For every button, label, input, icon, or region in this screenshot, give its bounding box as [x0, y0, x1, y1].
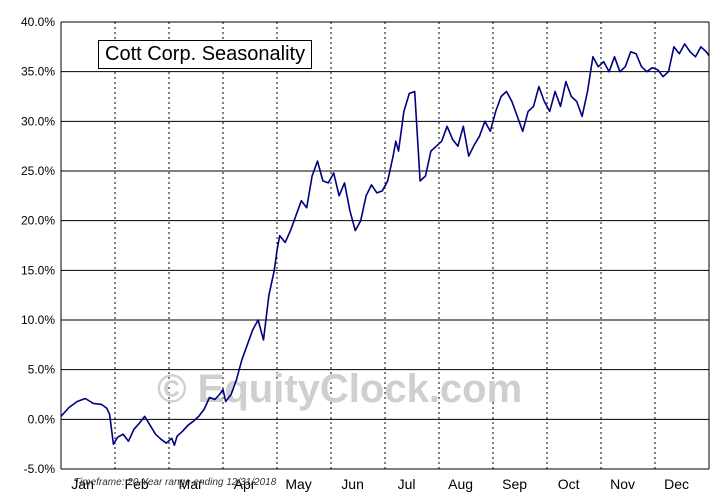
x-tick-label: Feb — [125, 476, 149, 492]
y-tick-label: 10.0% — [21, 313, 55, 327]
x-tick-label: Jun — [341, 476, 364, 492]
y-tick-label: 20.0% — [21, 214, 55, 228]
plot-area — [61, 22, 709, 469]
x-tick-label: Jan — [71, 476, 94, 492]
x-tick-label: Jul — [398, 476, 416, 492]
y-tick-label: -5.0% — [24, 462, 56, 476]
y-tick-label: 35.0% — [21, 65, 55, 79]
y-tick-label: 15.0% — [21, 263, 55, 277]
x-tick-label: Mar — [179, 476, 203, 492]
y-tick-label: 40.0% — [21, 15, 55, 29]
x-tick-label: Oct — [558, 476, 580, 492]
y-tick-label: 5.0% — [28, 363, 56, 377]
chart-title: Cott Corp. Seasonality — [98, 40, 313, 69]
watermark: © EquityClock.com — [157, 367, 522, 411]
y-tick-label: 0.0% — [28, 412, 56, 426]
y-tick-label: 25.0% — [21, 164, 55, 178]
x-tick-label: Dec — [664, 476, 689, 492]
x-tick-label: Sep — [502, 476, 527, 492]
timeframe-footnote: Timeframe: 20-Year range ending 12/31/20… — [74, 477, 277, 488]
x-tick-label: May — [285, 476, 311, 492]
seasonality-line — [60, 43, 710, 447]
y-tick-label: 30.0% — [21, 114, 55, 128]
x-tick-label: Nov — [610, 476, 635, 492]
x-tick-label: Aug — [448, 476, 473, 492]
x-tick-label: Apr — [234, 476, 256, 492]
